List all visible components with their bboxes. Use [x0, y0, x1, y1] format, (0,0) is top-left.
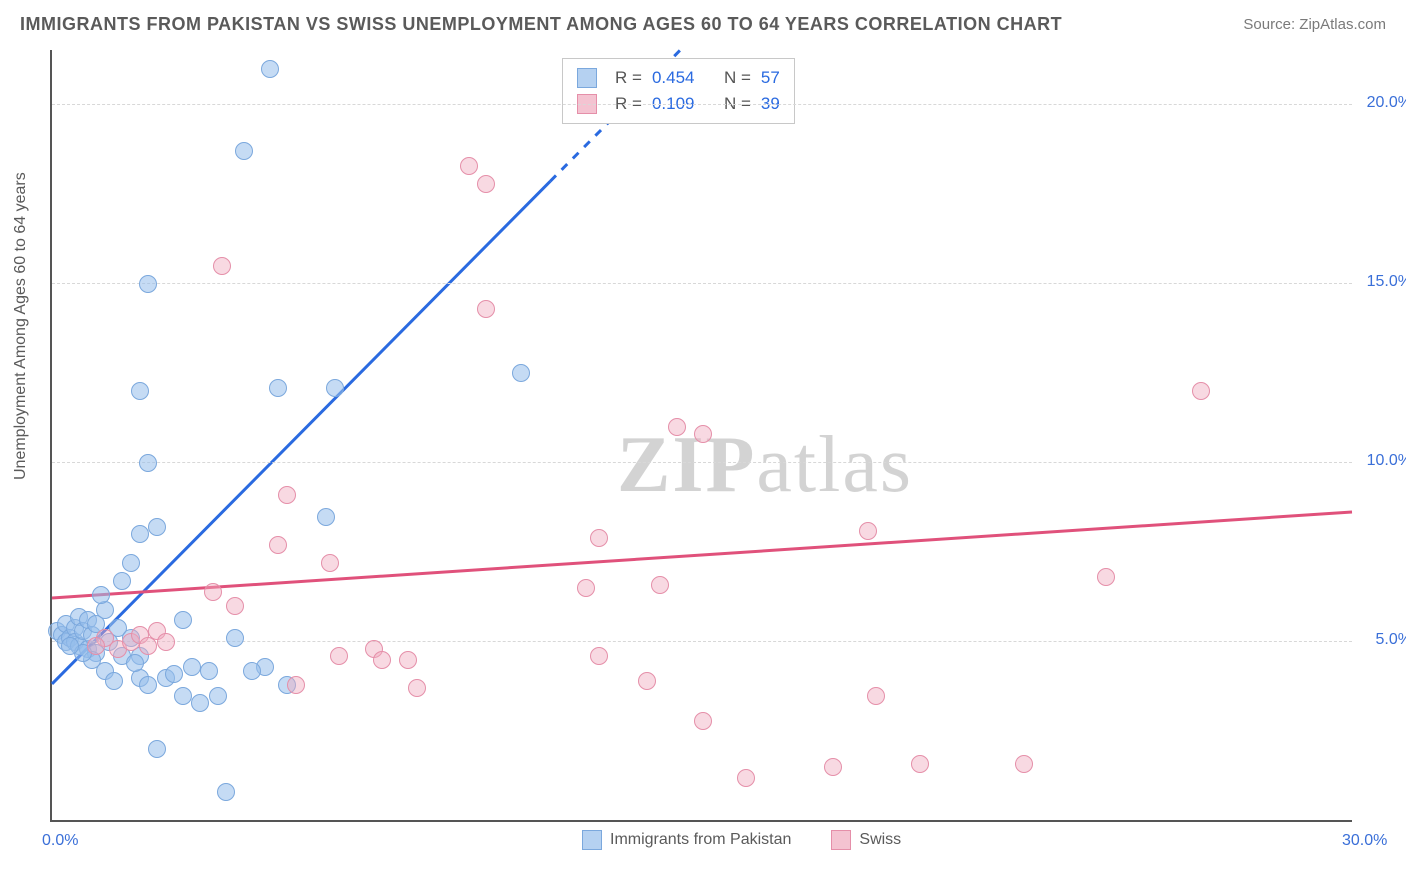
- scatter-point: [139, 454, 157, 472]
- scatter-point: [824, 758, 842, 776]
- scatter-point: [191, 694, 209, 712]
- scatter-point: [226, 629, 244, 647]
- scatter-point: [287, 676, 305, 694]
- chart-container: IMMIGRANTS FROM PAKISTAN VS SWISS UNEMPL…: [0, 0, 1406, 892]
- x-tick-label: 0.0%: [42, 832, 78, 850]
- scatter-point: [174, 611, 192, 629]
- source-attribution: Source: ZipAtlas.com: [1243, 16, 1386, 33]
- legend-item-pink: Swiss: [831, 830, 901, 850]
- scatter-point: [399, 651, 417, 669]
- scatter-point: [330, 647, 348, 665]
- scatter-point: [859, 522, 877, 540]
- scatter-point: [317, 508, 335, 526]
- scatter-point: [373, 651, 391, 669]
- scatter-point: [321, 554, 339, 572]
- legend-item-blue: Immigrants from Pakistan: [582, 830, 791, 850]
- scatter-point: [113, 572, 131, 590]
- scatter-point: [87, 637, 105, 655]
- legend-label-blue: Immigrants from Pakistan: [610, 831, 791, 848]
- scatter-point: [269, 536, 287, 554]
- scatter-point: [235, 142, 253, 160]
- y-tick-label: 5.0%: [1376, 631, 1406, 649]
- scatter-point: [183, 658, 201, 676]
- scatter-point: [148, 740, 166, 758]
- scatter-point: [174, 687, 192, 705]
- y-axis-label: Unemployment Among Ages 60 to 64 years: [12, 172, 30, 480]
- scatter-point: [326, 379, 344, 397]
- y-tick-label: 10.0%: [1367, 452, 1406, 470]
- scatter-point: [243, 662, 261, 680]
- scatter-point: [139, 676, 157, 694]
- scatter-point: [213, 257, 231, 275]
- x-tick-label: 30.0%: [1342, 832, 1387, 850]
- r-value-blue: 0.454: [652, 65, 695, 91]
- n-label: N =: [724, 65, 751, 91]
- scatter-point: [157, 633, 175, 651]
- scatter-point: [126, 654, 144, 672]
- scatter-point: [460, 157, 478, 175]
- scatter-point: [269, 379, 287, 397]
- scatter-point: [278, 486, 296, 504]
- swatch-pink-icon: [831, 830, 851, 850]
- source-name: ZipAtlas.com: [1299, 16, 1386, 33]
- stats-row-blue: R = 0.454 N = 57: [577, 65, 780, 91]
- y-tick-label: 15.0%: [1367, 273, 1406, 291]
- legend-bottom: Immigrants from Pakistan Swiss: [582, 830, 901, 850]
- plot-area: ZIPatlas R = 0.454 N = 57 R = 0.109 N = …: [50, 50, 1352, 822]
- source-prefix: Source:: [1243, 16, 1299, 33]
- chart-title: IMMIGRANTS FROM PAKISTAN VS SWISS UNEMPL…: [20, 14, 1062, 35]
- scatter-point: [148, 518, 166, 536]
- scatter-point: [911, 755, 929, 773]
- scatter-point: [217, 783, 235, 801]
- scatter-point: [92, 586, 110, 604]
- scatter-point: [165, 665, 183, 683]
- y-tick-label: 20.0%: [1367, 94, 1406, 112]
- scatter-point: [408, 679, 426, 697]
- scatter-point: [638, 672, 656, 690]
- scatter-point: [204, 583, 222, 601]
- scatter-point: [668, 418, 686, 436]
- scatter-point: [477, 300, 495, 318]
- swatch-blue-icon: [582, 830, 602, 850]
- r-label: R =: [615, 65, 642, 91]
- scatter-point: [131, 525, 149, 543]
- n-value-blue: 57: [761, 65, 780, 91]
- scatter-point: [1192, 382, 1210, 400]
- scatter-point: [477, 175, 495, 193]
- scatter-point: [694, 712, 712, 730]
- scatter-point: [261, 60, 279, 78]
- scatter-point: [577, 579, 595, 597]
- swatch-blue-icon: [577, 68, 597, 88]
- scatter-point: [200, 662, 218, 680]
- scatter-point: [131, 382, 149, 400]
- scatter-point: [1015, 755, 1033, 773]
- scatter-point: [590, 647, 608, 665]
- scatter-point: [590, 529, 608, 547]
- scatter-point: [651, 576, 669, 594]
- correlation-stats-box: R = 0.454 N = 57 R = 0.109 N = 39: [562, 58, 795, 124]
- scatter-point: [61, 637, 79, 655]
- legend-label-pink: Swiss: [859, 831, 901, 848]
- scatter-point: [105, 672, 123, 690]
- scatter-point: [512, 364, 530, 382]
- scatter-point: [1097, 568, 1115, 586]
- scatter-point: [139, 275, 157, 293]
- scatter-point: [694, 425, 712, 443]
- scatter-point: [867, 687, 885, 705]
- scatter-point: [226, 597, 244, 615]
- scatter-point: [122, 554, 140, 572]
- scatter-point: [209, 687, 227, 705]
- scatter-point: [737, 769, 755, 787]
